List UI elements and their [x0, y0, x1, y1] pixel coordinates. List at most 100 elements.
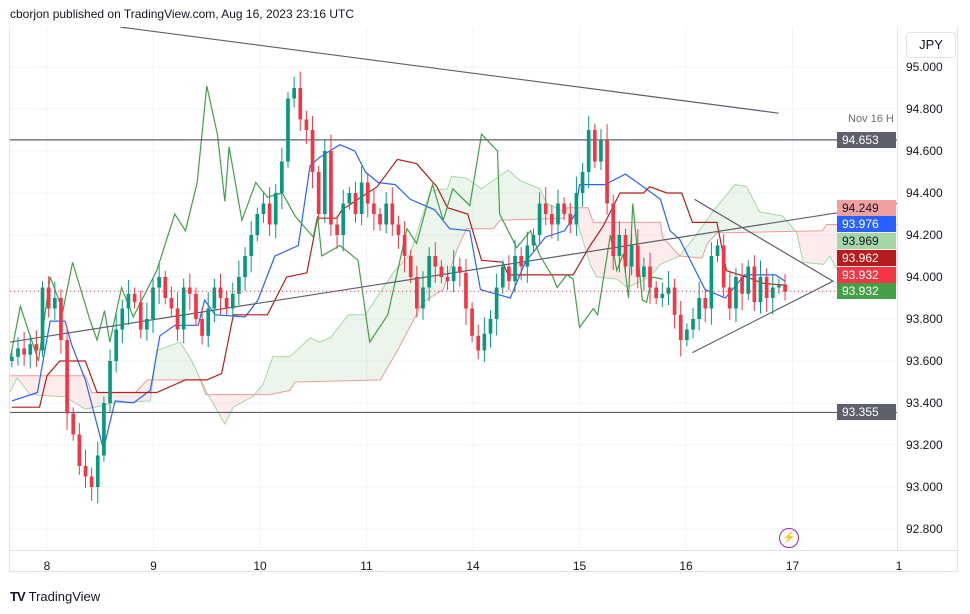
- ichimoku-cloud-segment: [520, 180, 524, 220]
- ichimoku-cloud-segment: [82, 375, 85, 409]
- ichimoku-cloud-segment: [45, 375, 49, 396]
- ichimoku-cloud-segment: [665, 240, 668, 263]
- price-tick-label: 93.800: [906, 312, 943, 326]
- candle-up: [770, 287, 775, 298]
- ichimoku-cloud-segment: [263, 378, 266, 395]
- ichimoku-cloud-segment: [719, 201, 722, 233]
- candle-down: [372, 203, 376, 214]
- candle-up: [488, 319, 493, 334]
- ichimoku-cloud-segment: [222, 394, 225, 424]
- ichimoku-cloud-segment: [834, 224, 837, 268]
- ichimoku-cloud-segment: [633, 222, 636, 285]
- ichimoku-cloud-segment: [293, 351, 296, 386]
- ichimoku-cloud-segment: [452, 176, 455, 262]
- triangle-pattern: [692, 198, 835, 354]
- candle-down: [218, 287, 223, 298]
- ichimoku-cloud-segment: [442, 189, 445, 291]
- candle-up: [451, 266, 456, 282]
- ichimoku-cloud-segment: [499, 174, 502, 221]
- ichimoku-cloud-segment: [286, 356, 289, 392]
- candle-up: [537, 203, 542, 235]
- ichimoku-cloud-segment: [33, 375, 36, 395]
- ichimoku-cloud-segment: [384, 282, 387, 373]
- ichimoku-cloud-segment: [621, 222, 624, 285]
- candle-down: [329, 151, 333, 225]
- ichimoku-cloud-segment: [182, 345, 185, 380]
- candle-up: [10, 356, 14, 361]
- candle-down: [335, 224, 339, 235]
- ichimoku-cloud-segment: [480, 188, 483, 229]
- ichimoku-cloud-segment: [531, 185, 534, 220]
- price-axis[interactable]: 95.000 94.800 94.600 94.400 94.200 94.000 93.8…: [837, 27, 959, 550]
- ichimoku-cloud-segment: [701, 223, 705, 259]
- candle-up: [347, 193, 352, 204]
- candle-up: [255, 214, 260, 235]
- ichimoku-cloud-segment: [697, 229, 700, 258]
- price-chart[interactable]: [10, 27, 897, 550]
- ichimoku-cloud-segment: [816, 230, 820, 264]
- currency-button[interactable]: JPY: [906, 32, 956, 58]
- ichimoku-cloud-segment: [335, 328, 338, 382]
- ichimoku-cloud-segment: [275, 356, 279, 394]
- ichimoku-cloud-segment: [378, 292, 381, 380]
- ichimoku-cloud-segment: [318, 341, 321, 382]
- ichimoku-cloud-segment: [31, 375, 34, 395]
- ichimoku-cloud-segment: [114, 392, 117, 403]
- candle-up: [660, 293, 665, 298]
- ichimoku-cloud-segment: [348, 314, 351, 381]
- candle-up: [292, 88, 296, 99]
- candle-up: [52, 298, 57, 309]
- ichimoku-cloud-segment: [454, 176, 458, 256]
- ichimoku-cloud-segment: [363, 314, 366, 381]
- ichimoku-cloud-segment: [195, 367, 198, 380]
- ichimoku-cloud-segment: [514, 175, 517, 220]
- candle-down: [34, 344, 39, 351]
- candle-up: [642, 266, 646, 277]
- ichimoku-cloud-segment: [503, 171, 507, 221]
- ichimoku-cloud-segment: [24, 375, 27, 391]
- ichimoku-cloud-segment: [301, 343, 304, 382]
- ichimoku-cloud-segment: [118, 392, 121, 403]
- candle-down: [304, 119, 309, 130]
- horizontal-line-price-tag: 94.653: [837, 131, 896, 148]
- candle-down: [59, 298, 63, 340]
- ichimoku-cloud-segment: [774, 214, 777, 232]
- candle-down: [678, 314, 683, 340]
- time-axis[interactable]: 8 9 10 11 14 15 16 17 1: [10, 550, 958, 573]
- ichimoku-cloud-segment: [584, 207, 587, 254]
- ichimoku-cloud-segment: [237, 394, 240, 405]
- candle-down: [194, 293, 198, 319]
- ichimoku-cloud-segment: [746, 186, 749, 233]
- ichimoku-cloud-segment: [403, 258, 406, 339]
- ichimoku-cloud-segment: [488, 181, 492, 229]
- ichimoku-cloud-segment: [339, 322, 343, 381]
- ichimoku-cloud-segment: [71, 375, 74, 403]
- ichimoku-cloud-segment: [105, 392, 108, 405]
- candle-down: [83, 466, 88, 477]
- ichimoku-cloud-segment: [180, 342, 183, 380]
- ichimoku-cloud-segment: [821, 229, 824, 265]
- ichimoku-cloud-segment: [412, 240, 415, 323]
- ichimoku-cloud-segment: [312, 338, 315, 382]
- time-tick-label: 16: [679, 559, 693, 573]
- lightning-icon[interactable]: ⚡: [779, 528, 799, 548]
- tradingview-logo[interactable]: TV TradingView: [10, 589, 100, 604]
- candle-down: [783, 285, 787, 292]
- candle-up: [758, 277, 763, 303]
- ichimoku-cloud-segment: [582, 207, 585, 247]
- ichimoku-cloud-segment: [482, 186, 485, 229]
- candle-down: [77, 434, 82, 466]
- ichimoku-cloud-segment: [765, 213, 769, 232]
- ichimoku-cloud-segment: [220, 394, 223, 421]
- ichimoku-cloud-segment: [493, 178, 496, 229]
- candle-down: [138, 302, 143, 330]
- candle-up: [206, 308, 211, 336]
- price-tick-label: 92.800: [906, 522, 943, 536]
- ichimoku-cloud-segment: [405, 256, 409, 335]
- price-tick-label: 94.200: [906, 228, 943, 242]
- candle-up: [580, 172, 585, 193]
- candle-up: [120, 308, 125, 330]
- ichimoku-cloud-segment: [659, 222, 662, 266]
- ichimoku-cloud-segment: [303, 341, 306, 382]
- ichimoku-cloud-segment: [386, 279, 389, 369]
